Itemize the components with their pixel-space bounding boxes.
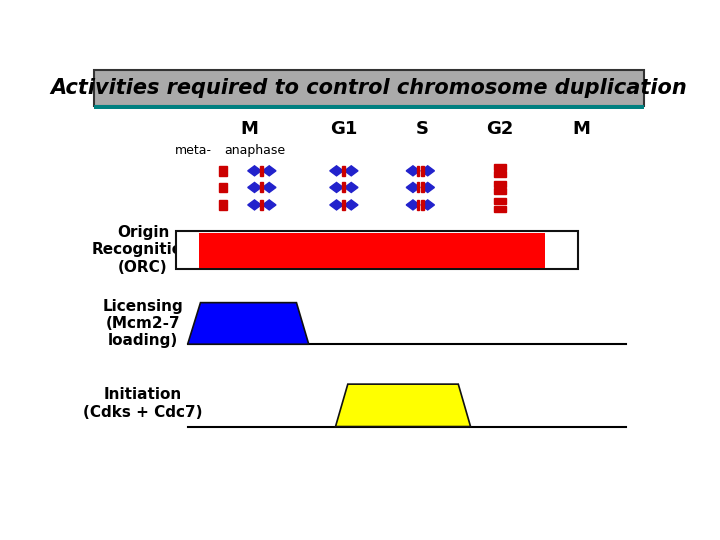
Bar (94, 105, 644, 109)
Text: Activities required to control chromosome duplication: Activities required to control chromosom… (50, 78, 688, 98)
Polygon shape (263, 166, 276, 176)
Bar (342, 200, 346, 210)
Polygon shape (330, 166, 343, 176)
Bar (342, 166, 346, 176)
Text: Origin
Recognition
(ORC): Origin Recognition (ORC) (92, 225, 194, 275)
Bar (199, 233, 545, 268)
Polygon shape (344, 200, 358, 210)
Bar (495, 172, 506, 178)
Polygon shape (421, 166, 434, 176)
Bar (417, 166, 419, 176)
Bar (417, 183, 419, 192)
Bar (219, 166, 227, 176)
Text: meta-: meta- (175, 144, 212, 157)
Polygon shape (248, 200, 261, 210)
Text: G2: G2 (487, 120, 514, 138)
Text: anaphase: anaphase (224, 144, 285, 157)
Polygon shape (330, 200, 343, 210)
Bar (495, 198, 506, 204)
Polygon shape (330, 183, 343, 192)
Bar (495, 188, 506, 194)
Polygon shape (406, 166, 420, 176)
Polygon shape (248, 183, 261, 192)
Text: M: M (240, 120, 258, 138)
Bar (94, 70, 644, 106)
Text: Licensing
(Mcm2-7
loading): Licensing (Mcm2-7 loading) (103, 299, 184, 348)
Bar (417, 200, 419, 210)
Polygon shape (248, 166, 261, 176)
Text: M: M (572, 120, 590, 138)
Bar (495, 181, 506, 187)
Bar (342, 183, 346, 192)
Polygon shape (344, 166, 358, 176)
Bar (260, 183, 264, 192)
Bar (421, 166, 424, 176)
Polygon shape (344, 183, 358, 192)
Polygon shape (406, 200, 420, 210)
Text: G1: G1 (330, 120, 358, 138)
Bar (495, 164, 506, 170)
Polygon shape (406, 183, 420, 192)
Polygon shape (336, 384, 471, 427)
Text: S: S (415, 120, 428, 138)
Polygon shape (421, 200, 434, 210)
Bar (219, 200, 227, 210)
Bar (176, 231, 578, 269)
Bar (495, 206, 506, 212)
Polygon shape (188, 302, 309, 344)
Polygon shape (263, 183, 276, 192)
Bar (260, 166, 264, 176)
Bar (421, 183, 424, 192)
Bar (219, 183, 227, 192)
Bar (260, 200, 264, 210)
Polygon shape (263, 200, 276, 210)
Text: Initiation
(Cdks + Cdc7): Initiation (Cdks + Cdc7) (84, 388, 203, 420)
Polygon shape (421, 183, 434, 192)
Bar (421, 200, 424, 210)
